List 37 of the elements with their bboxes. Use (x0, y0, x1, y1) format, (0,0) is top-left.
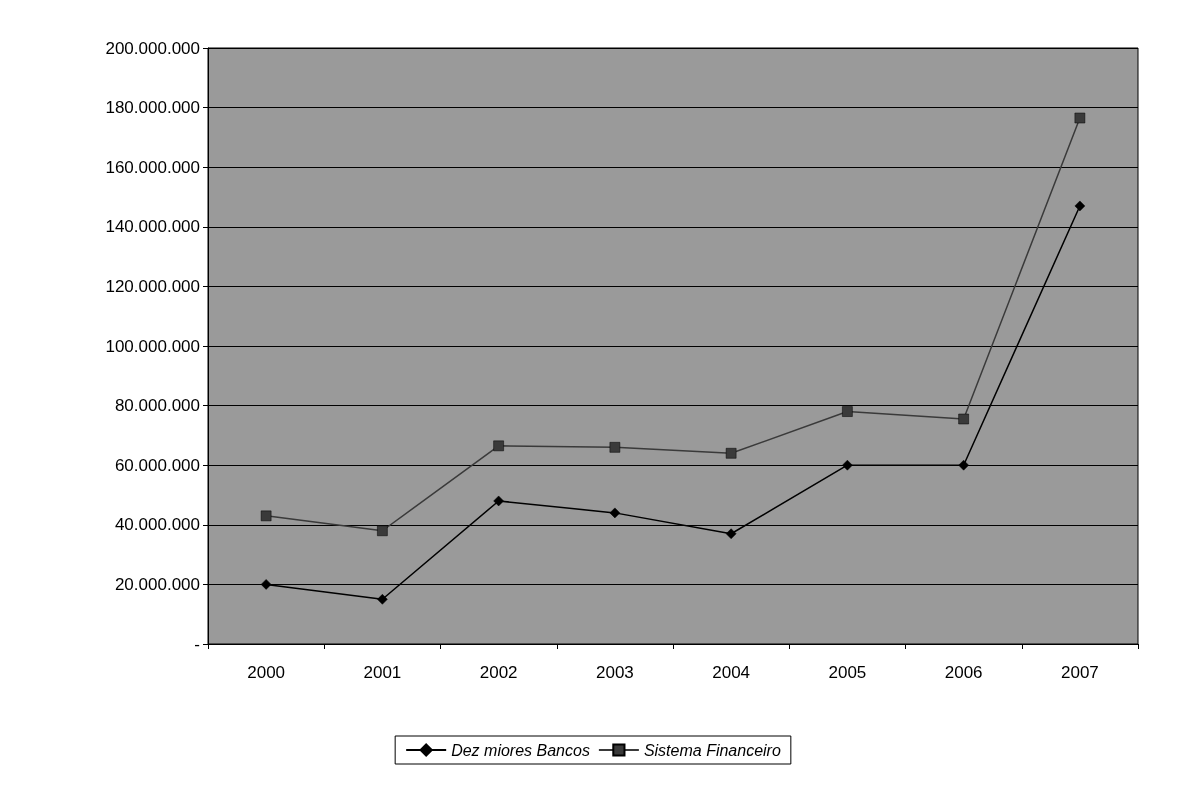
point (725, 528, 737, 539)
x-tick-label: 2006 (944, 663, 983, 682)
y-tick-label: 200.000.000 (105, 38, 200, 58)
y-tick-label: 80.000.000 (114, 396, 200, 416)
point (1074, 200, 1086, 212)
point (609, 442, 621, 453)
legend-label: Dez miores Bancos (451, 741, 590, 759)
x-tick-label: 2004 (712, 663, 751, 682)
point (260, 579, 272, 590)
point (842, 459, 853, 471)
point (493, 440, 504, 452)
point (842, 406, 853, 417)
point (725, 448, 737, 459)
y-tick-label: 120.000.000 (105, 276, 200, 296)
point (493, 495, 504, 507)
y-tick-label: 160.000.000 (105, 157, 200, 177)
legend-label: Sistema Financeiro (643, 741, 781, 759)
point (958, 413, 969, 425)
y-tick-label: 140.000.000 (105, 217, 200, 237)
point (260, 510, 272, 522)
point (958, 459, 969, 471)
x-tick-label: 2001 (363, 663, 402, 682)
y-tick-label: 20.000.000 (114, 574, 200, 594)
point (377, 594, 388, 605)
y-tick-label: 40.000.000 (114, 515, 200, 535)
x-tick-label: 2005 (828, 663, 867, 682)
y-tick-label: 60.000.000 (114, 455, 200, 475)
y-tick-label: 100.000.000 (105, 336, 200, 356)
x-tick-label: 2002 (479, 663, 518, 682)
point (609, 507, 621, 519)
y-tick-label: 180.000.000 (105, 98, 200, 118)
x-tick-label: 2000 (247, 663, 286, 682)
y-tick-label: - (194, 634, 200, 654)
point (1074, 112, 1086, 124)
point (377, 525, 388, 537)
x-tick-label: 2007 (1060, 663, 1099, 682)
x-tick-label: 2003 (595, 663, 634, 682)
